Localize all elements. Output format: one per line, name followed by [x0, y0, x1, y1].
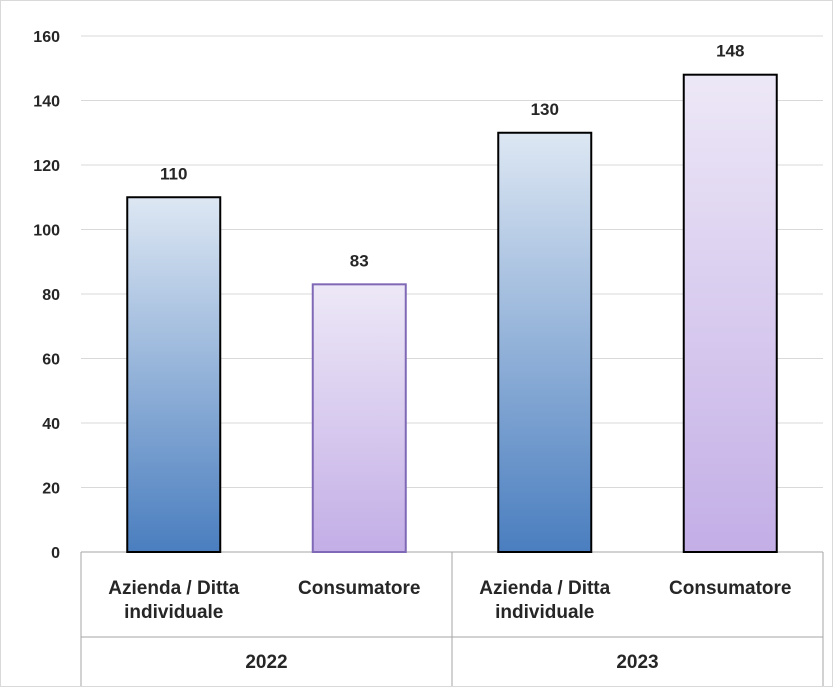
y-tick-label: 100	[33, 223, 60, 240]
x-category-label: individuale	[124, 602, 223, 623]
y-tick-label: 140	[33, 94, 60, 111]
bar-2022-consumatore	[311, 283, 407, 553]
x-category-label: Consumatore	[298, 578, 420, 599]
bar-2023-consumatore	[682, 73, 778, 553]
x-category-label: Consumatore	[669, 578, 791, 599]
y-tick-label: 60	[42, 352, 60, 369]
y-tick-label: 160	[33, 29, 60, 46]
data-label: 130	[531, 100, 559, 119]
x-group-label: 2022	[245, 652, 287, 673]
y-tick-label: 40	[42, 416, 60, 433]
y-tick-label: 0	[51, 545, 60, 562]
bar-2022-azienda	[126, 196, 222, 553]
y-tick-label: 80	[42, 287, 60, 304]
y-tick-label: 120	[33, 158, 60, 175]
data-label: 83	[350, 251, 369, 270]
x-group-label: 2023	[616, 652, 658, 673]
data-label: 148	[716, 42, 744, 61]
y-tick-label: 20	[42, 481, 60, 498]
x-category-label: Azienda / Ditta	[108, 578, 239, 599]
x-category-label: individuale	[495, 602, 594, 623]
data-label: 110	[160, 164, 187, 183]
x-category-label: Azienda / Ditta	[479, 578, 610, 599]
bar-2023-azienda	[497, 131, 593, 553]
